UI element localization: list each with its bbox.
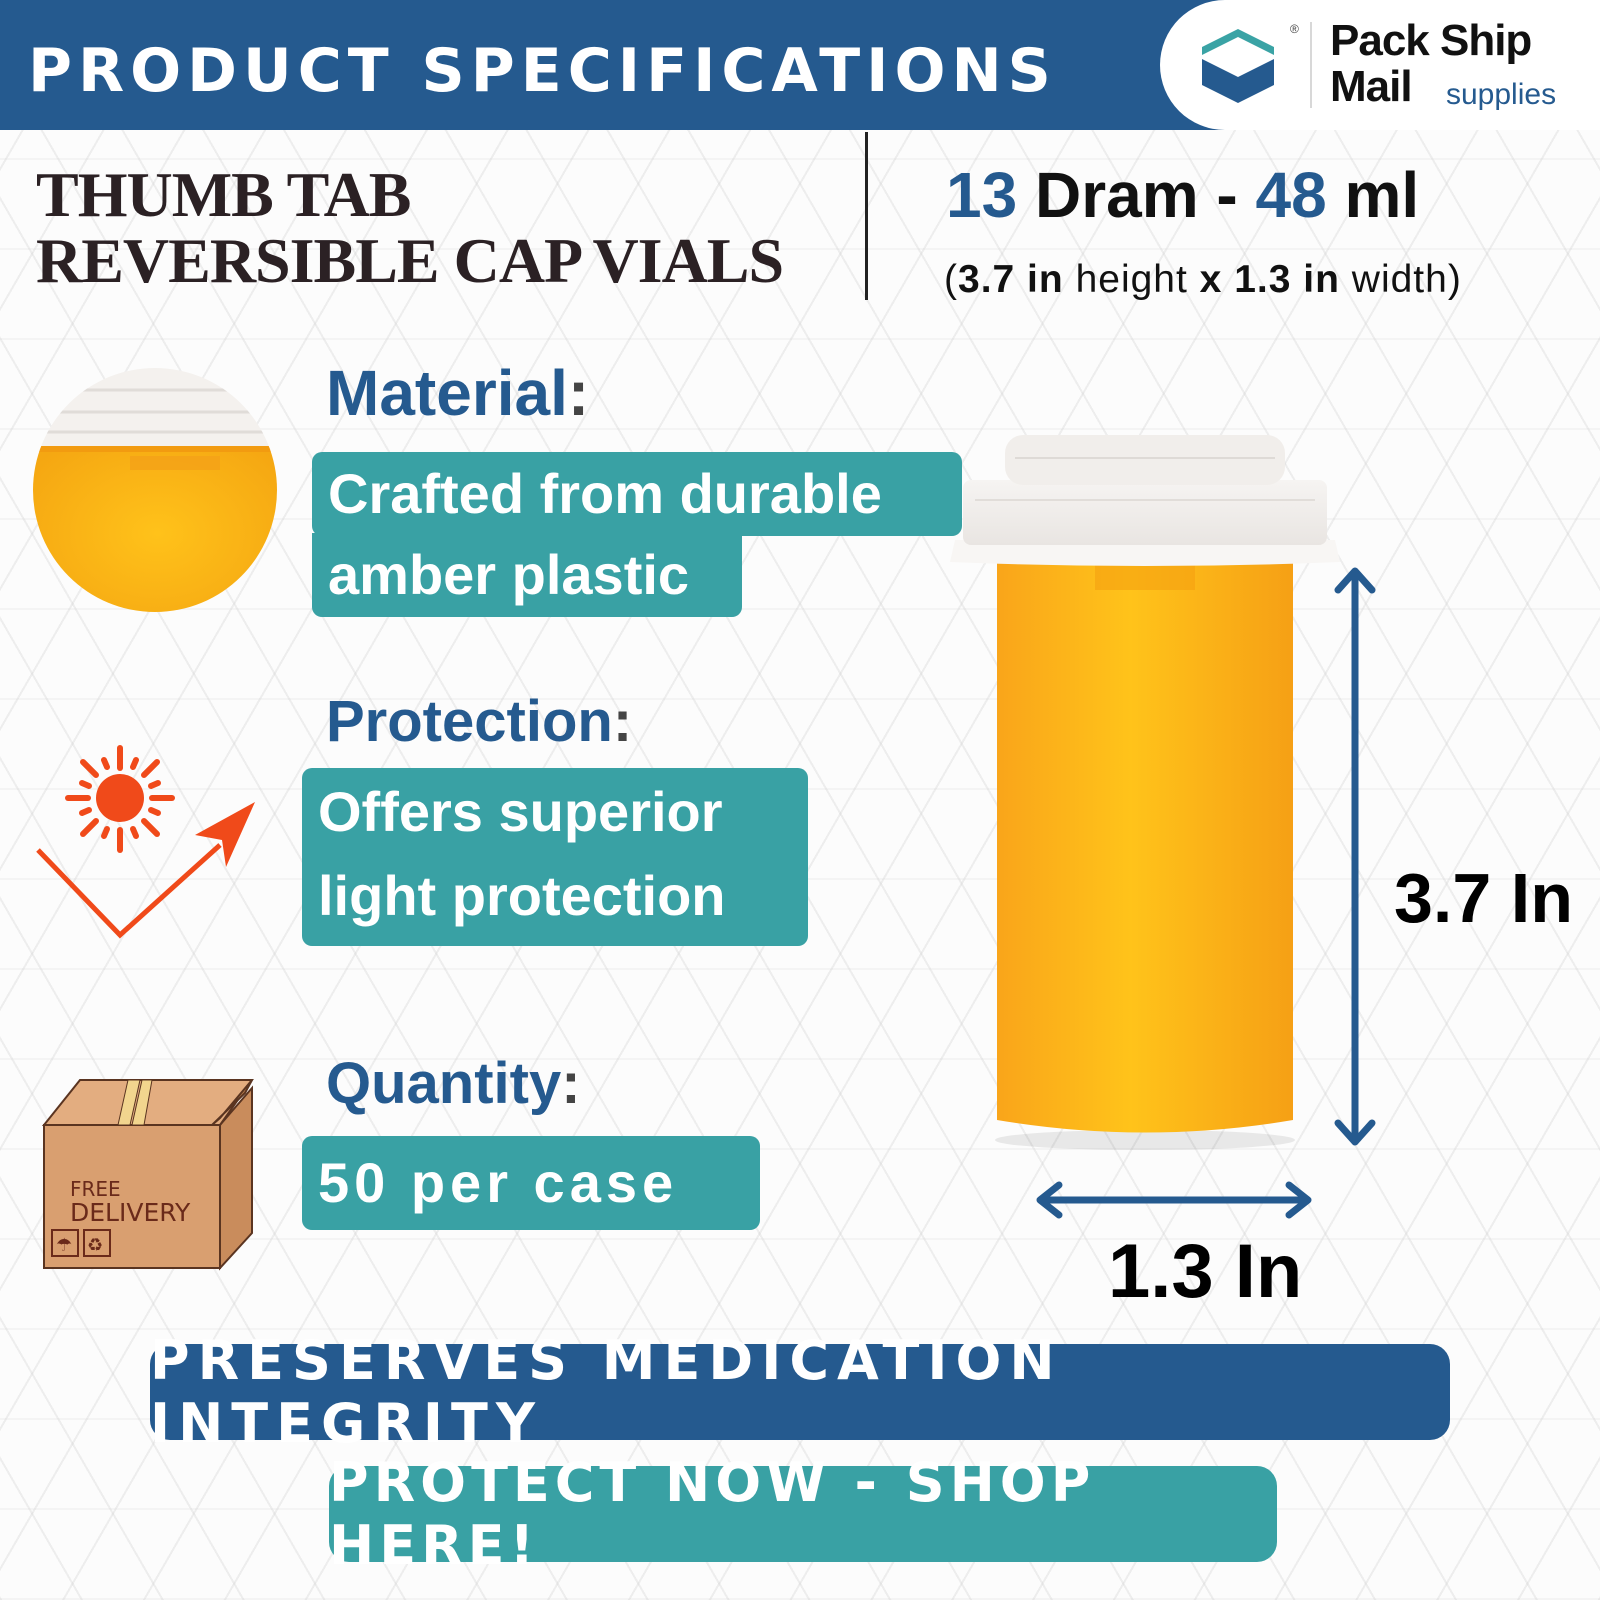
ml-unit: ml <box>1344 159 1420 231</box>
quantity-label-colon: : <box>561 1051 581 1116</box>
dimensions-text: (3.7 in height x 1.3 in width) <box>944 258 1462 302</box>
dims-open-paren: ( <box>944 258 958 301</box>
sun-reflect-icon <box>36 745 255 939</box>
brand-name-line1: Pack Ship <box>1330 16 1532 65</box>
integrity-banner: PRESERVES MEDICATION INTEGRITY <box>150 1329 1450 1455</box>
quantity-label: Quantity: <box>326 1050 581 1117</box>
box-text-free: FREE <box>70 1177 121 1201</box>
svg-text:♻: ♻ <box>87 1235 103 1255</box>
brand-name-line2: Mail <box>1330 62 1413 111</box>
brand-logo[interactable]: ® Pack Ship Mail supplies <box>1160 0 1600 130</box>
title-divider <box>865 132 868 300</box>
protection-value: Offers superior light protection <box>302 768 808 946</box>
box-text-delivery: DELIVERY <box>70 1198 191 1227</box>
height-word: height <box>1075 258 1188 301</box>
times-sign: x <box>1199 258 1223 301</box>
product-name: THUMB TAB REVERSIBLE CAP VIALS <box>36 159 784 296</box>
box-logo-icon <box>1202 29 1274 103</box>
height-value: 3.7 in <box>958 258 1064 301</box>
page-title: PRODUCT SPECIFICATIONS <box>28 36 1057 106</box>
vial-closeup-image <box>33 368 277 612</box>
quantity-value: 50 per case <box>302 1136 760 1230</box>
vial-product-image <box>950 435 1340 1150</box>
quantity-label-text: Quantity <box>326 1051 562 1116</box>
dram-value: 13 <box>946 159 1018 231</box>
protection-label-text: Protection <box>326 689 613 754</box>
dram-unit: Dram <box>1034 159 1199 231</box>
registered-mark: ® <box>1290 22 1299 36</box>
protection-label: Protection: <box>326 688 632 755</box>
protection-value-line1: Offers superior <box>318 780 723 843</box>
svg-text:☂: ☂ <box>56 1235 72 1255</box>
width-value: 1.3 in <box>1234 258 1340 301</box>
material-value-line1: Crafted from durable <box>312 452 962 536</box>
capacity-heading: 13 Dram - 48 ml <box>946 158 1419 232</box>
material-label: Material: <box>326 356 589 430</box>
height-arrow-icon <box>1334 567 1376 1146</box>
logo-divider <box>1310 22 1312 108</box>
ml-value: 48 <box>1255 159 1327 231</box>
width-measurement-label: 1.3 In <box>1108 1229 1303 1314</box>
material-value-line2: amber plastic <box>312 533 742 617</box>
product-name-line1: THUMB TAB <box>36 159 411 230</box>
brand-suffix: supplies <box>1446 78 1557 111</box>
capacity-separator: - <box>1216 159 1238 231</box>
header-bar: PRODUCT SPECIFICATIONS ® Pack Ship Mail … <box>0 0 1600 130</box>
protection-label-colon: : <box>612 689 633 754</box>
material-label-text: Material <box>326 357 568 429</box>
material-label-colon: : <box>567 357 590 429</box>
product-name-line2: REVERSIBLE CAP VIALS <box>36 225 784 296</box>
width-word: width) <box>1351 258 1462 301</box>
delivery-box-icon: FREE DELIVERY ☂ ♻ <box>41 1079 254 1271</box>
protection-value-line2: light protection <box>318 864 726 927</box>
width-arrow-icon <box>1036 1181 1312 1219</box>
shop-now-button[interactable]: PROTECT NOW - SHOP HERE! <box>329 1451 1277 1577</box>
height-measurement-label: 3.7 In <box>1394 859 1573 937</box>
